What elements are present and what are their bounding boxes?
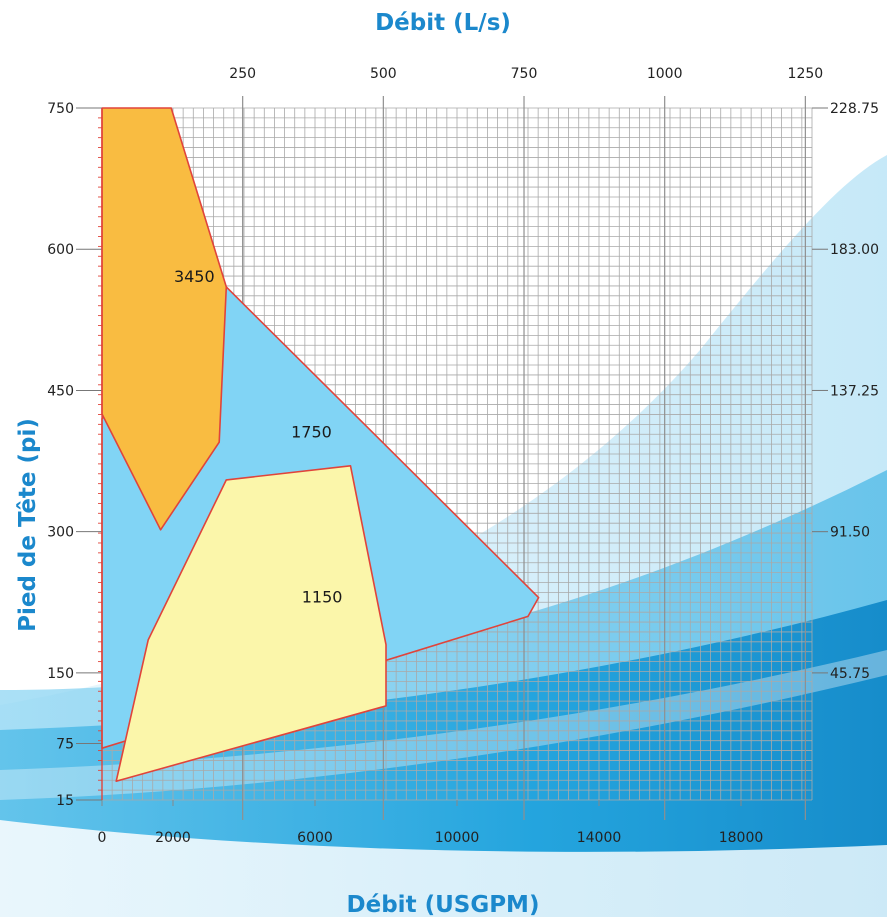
bottom-axis-tick-label: 10000: [435, 830, 480, 846]
bottom-axis-tick-label: 2000: [155, 830, 191, 846]
top-axis-tick-label: 500: [370, 66, 397, 82]
region-label-1750: 1750: [291, 423, 332, 442]
right-axis-tick-label: 45.75: [830, 666, 870, 682]
left-axis-tick-label: 150: [47, 666, 74, 682]
left-axis-tick-label: 750: [47, 101, 74, 117]
bottom-axis-tick-label: 18000: [719, 830, 764, 846]
right-axis-tick-label: 183.00: [830, 242, 879, 258]
top-axis-tick-label: 1250: [788, 66, 824, 82]
right-axis-tick-label: 137.25: [830, 383, 879, 399]
region-1150-rpm: [115, 464, 387, 783]
top-axis-tick-label: 1000: [647, 66, 683, 82]
bottom-axis-tick-label: 14000: [577, 830, 622, 846]
region-label-1150: 1150: [302, 587, 343, 606]
bottom-axis-title: Débit (USGPM): [347, 892, 540, 917]
speed-regions: [101, 107, 540, 783]
left-axis-title: Pied de Tête (pi): [15, 418, 41, 632]
left-axis-tick-label: 75: [56, 737, 74, 753]
left-axis-tick-label: 450: [47, 383, 74, 399]
top-axis-tick-label: 750: [511, 66, 538, 82]
left-axis-tick-label: 300: [47, 525, 74, 541]
right-axis-tick-label: 228.75: [830, 101, 879, 117]
right-axis: 228.75 183.00 137.25 91.50 45.75: [812, 101, 879, 682]
left-axis: 750 600 450 300 150 75 15: [47, 101, 103, 809]
left-axis-tick-label: 15: [56, 793, 74, 809]
region-label-3450: 3450: [174, 267, 215, 286]
bottom-axis: 0 2000 6000 10000 14000 18000: [98, 800, 764, 846]
wave-highlight: [0, 650, 887, 800]
right-axis-tick-label: 91.50: [830, 525, 870, 541]
top-axis-title: Débit (L/s): [375, 10, 511, 36]
left-axis-tick-label: 600: [47, 242, 74, 258]
top-axis: 250 500 750 1000 1250: [229, 66, 823, 82]
bottom-axis-tick-label: 6000: [297, 830, 333, 846]
speed-region-labels: 3450 1750 1150: [174, 267, 343, 606]
top-axis-tick-label: 250: [229, 66, 256, 82]
bottom-axis-tick-label: 0: [98, 830, 107, 846]
wave-foam: [0, 820, 887, 917]
